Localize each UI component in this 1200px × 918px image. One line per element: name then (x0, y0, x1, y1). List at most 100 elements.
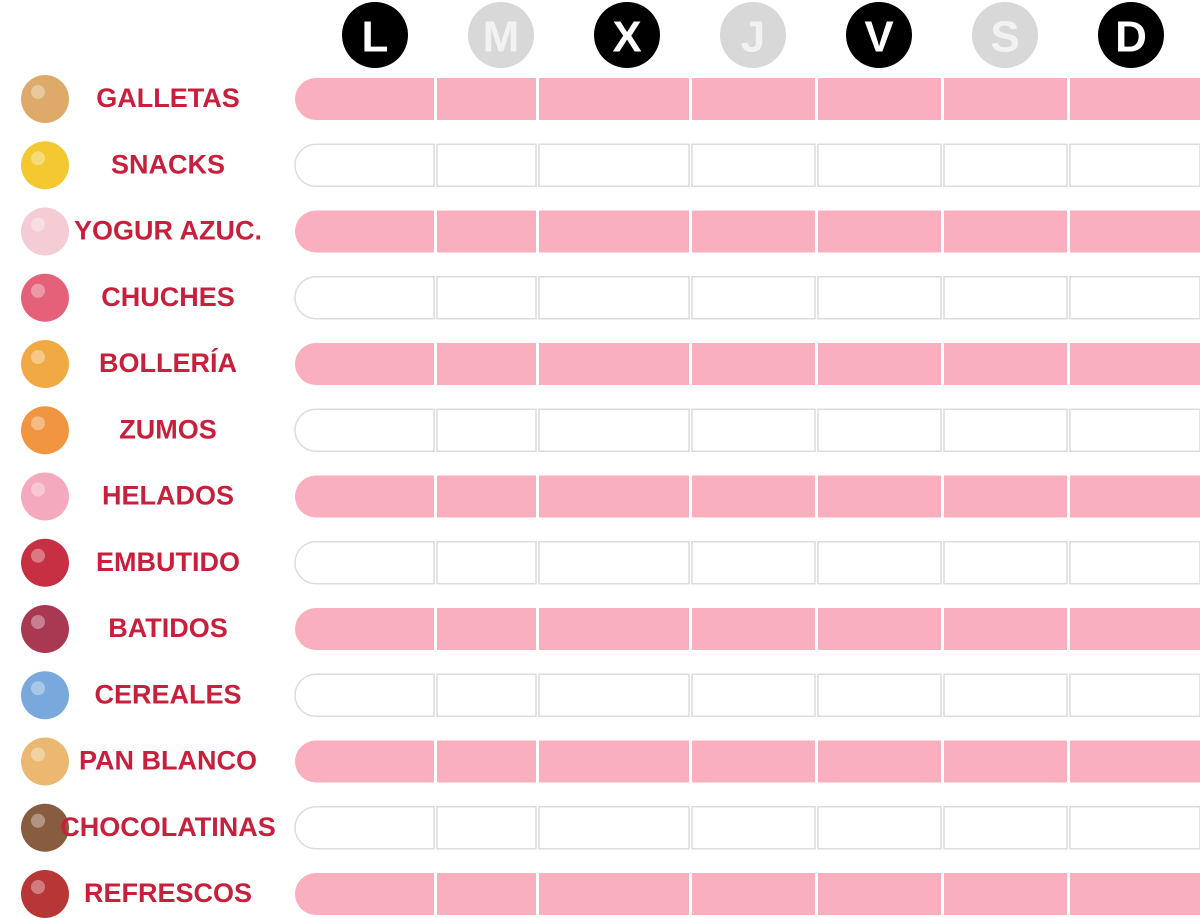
tracker-cell (817, 143, 942, 187)
day-badge (468, 2, 534, 68)
day-badge (1098, 2, 1164, 68)
tracker-cell (539, 740, 689, 783)
icon-highlight (31, 482, 45, 497)
tracker-cell (295, 78, 434, 120)
food-icon (21, 538, 69, 587)
food-label: HELADOS (102, 481, 234, 511)
tracker-cell (818, 475, 941, 518)
icon-highlight (31, 681, 45, 696)
food-icon (21, 671, 69, 720)
tracker-cell (1070, 475, 1200, 518)
tracker-cell (944, 873, 1067, 915)
tracker-cell (437, 343, 536, 385)
icon-shape (21, 207, 69, 256)
icon-shape (21, 273, 69, 322)
tracker-cell (294, 408, 435, 452)
tracker-cell (436, 541, 537, 585)
tracker-cell (539, 475, 689, 518)
food-icon (21, 340, 69, 388)
tracker-cell (436, 276, 537, 320)
tracker-cell (944, 475, 1067, 518)
icon-highlight (31, 615, 45, 629)
food-icon (21, 141, 69, 190)
food-label: ZUMOS (119, 414, 217, 444)
tracker-cell (437, 475, 536, 518)
tracker-cell (818, 608, 941, 650)
tracker-cell (539, 343, 689, 385)
tracker-cell (1069, 673, 1200, 717)
day-badge (972, 2, 1038, 68)
tracker-cell (295, 475, 434, 518)
icon-shape (21, 605, 69, 653)
tracker-cell (691, 143, 816, 187)
icon-shape (21, 803, 69, 852)
icon-shape (21, 538, 69, 587)
tracker-cell (944, 740, 1067, 783)
day-label: S (990, 13, 1019, 62)
food-label: PAN BLANCO (79, 746, 257, 776)
tracker-cell (539, 210, 689, 253)
tracker-cell (817, 541, 942, 585)
tracker-cell (437, 78, 536, 120)
tracker-cell (294, 276, 435, 320)
day-label: D (1115, 13, 1147, 62)
tracker-cell (437, 740, 536, 783)
icon-highlight (31, 283, 45, 298)
icon-shape (21, 340, 69, 388)
tracker-cell (437, 873, 536, 915)
food-label: SNACKS (111, 149, 225, 179)
tracker-cell (943, 276, 1068, 320)
icon-highlight (31, 747, 45, 762)
tracker-cell (692, 740, 815, 783)
food-label: CHOCOLATINAS (60, 812, 276, 842)
tracker-cell (538, 408, 690, 452)
food-label: BATIDOS (108, 613, 228, 643)
food-label: CEREALES (94, 679, 241, 709)
tracker-cell (691, 276, 816, 320)
day-badge (720, 2, 786, 68)
tracker-cell (538, 276, 690, 320)
tracker-cell (944, 343, 1067, 385)
icon-highlight (31, 217, 45, 232)
food-icon (21, 472, 69, 521)
day-label: L (362, 13, 389, 62)
day-label: M (483, 13, 520, 62)
day-badge (846, 2, 912, 68)
tracker-cell (538, 541, 690, 585)
tracker-cell (943, 806, 1068, 850)
icon-highlight (31, 151, 45, 166)
food-label: GALLETAS (96, 83, 240, 113)
tracker-cell (436, 408, 537, 452)
tracker-cell (818, 343, 941, 385)
tracker-cell (295, 343, 434, 385)
icon-shape (21, 141, 69, 190)
tracker-cell (943, 673, 1068, 717)
tracker-cell (295, 740, 434, 783)
tracker-cell (538, 143, 690, 187)
tracker-cell (294, 806, 435, 850)
tracker-cell (436, 806, 537, 850)
tracker-cell (295, 210, 434, 253)
food-icon (21, 737, 69, 786)
tracker-cell (817, 673, 942, 717)
icon-highlight (31, 813, 45, 828)
tracker-cell (1069, 408, 1200, 452)
icon-highlight (31, 548, 45, 563)
tracker-cell (436, 673, 537, 717)
tracker-cell (818, 873, 941, 915)
tracker-cell (691, 806, 816, 850)
tracker-cell (691, 541, 816, 585)
tracker-cell (692, 343, 815, 385)
tracker-cell (294, 673, 435, 717)
tracker-cell (944, 608, 1067, 650)
tracker-cell (692, 608, 815, 650)
tracker-cell (817, 408, 942, 452)
food-label: CHUCHES (101, 282, 235, 312)
tracker-cell (817, 806, 942, 850)
tracker-cell (294, 143, 435, 187)
icon-shape (21, 737, 69, 786)
tracker-cell (943, 143, 1068, 187)
tracker-cell (436, 143, 537, 187)
tracker-cell (692, 873, 815, 915)
